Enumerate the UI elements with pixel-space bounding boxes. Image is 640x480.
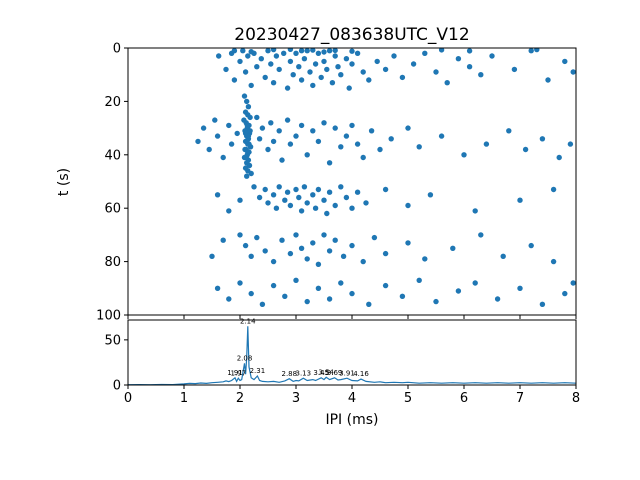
y-tick-label: 40: [104, 148, 121, 163]
x-tick-label: 7: [516, 391, 524, 406]
y-tick-label: 100: [96, 309, 121, 324]
x-tick-label: 5: [404, 391, 412, 406]
x-tick-label: 1: [180, 391, 188, 406]
peak-annotation: 2.31: [250, 367, 266, 375]
x-tick-label: 0: [124, 391, 132, 406]
peak-annotation: 3.13: [296, 369, 312, 377]
peak-annotation: 2.08: [237, 354, 253, 362]
x-tick-label: 2: [236, 391, 244, 406]
peak-annotation: 3.45: [313, 369, 329, 377]
peak-annotation: 3.54: [318, 368, 334, 376]
y-tick-label: 0: [113, 42, 121, 57]
y-tick-label: 60: [104, 202, 121, 217]
x-tick-label: 8: [572, 391, 580, 406]
peak-annotation: 2.88: [282, 370, 298, 378]
y-tick-label: 50: [104, 333, 121, 348]
peak-annotation: 4.16: [353, 370, 369, 378]
x-tick-label: 4: [348, 391, 356, 406]
peak-annotation: 3.91: [339, 369, 355, 377]
y-tick-label: 20: [104, 95, 121, 110]
peak-annotation: 3.69: [327, 369, 343, 377]
peak-annotation: 2.14: [240, 317, 256, 325]
x-axis-label: IPI (ms): [325, 412, 379, 428]
x-tick-label: 6: [460, 391, 468, 406]
x-tick-label: 3: [292, 391, 300, 406]
chart-title: 20230427_083638UTC_V12: [234, 25, 470, 45]
peak-annotation: 1.97: [231, 369, 247, 377]
peak-annotation: 1.91: [227, 369, 243, 377]
y-tick-label: 80: [104, 255, 121, 270]
y-tick-label: 0: [113, 379, 121, 394]
